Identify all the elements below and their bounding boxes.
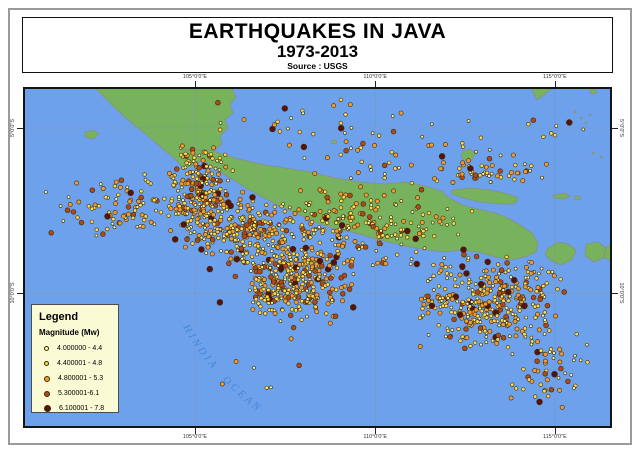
tick-mark bbox=[375, 428, 377, 434]
graticule-label: 10°0'0"S bbox=[10, 282, 16, 304]
magnitude-dot-icon bbox=[44, 375, 50, 382]
graticule-label: 105°0'0"E bbox=[182, 434, 208, 440]
map-subtitle: 1973-2013 bbox=[276, 41, 359, 61]
karimunjawa-island bbox=[330, 139, 338, 145]
islet bbox=[584, 121, 588, 125]
legend-items: 4.000000 - 4.4 4.400001 - 4.8 4.800001 - 5… bbox=[39, 341, 113, 416]
map-canvas: HINDIA OCEAN bbox=[23, 87, 612, 428]
graticule-label: 5°0'0"S bbox=[618, 118, 624, 137]
magnitude-dot-icon bbox=[44, 390, 50, 397]
legend-item: 4.000000 - 4.4 bbox=[39, 341, 113, 356]
tick-mark bbox=[612, 292, 618, 294]
graticule-label: 10°0'0"S bbox=[618, 282, 624, 304]
kangean-island-2 bbox=[573, 195, 582, 201]
legend-item: 4.800001 - 5.3 bbox=[39, 371, 113, 386]
legend-item-label: 4.000000 - 4.4 bbox=[57, 345, 103, 352]
legend-item: 4.400001 - 4.8 bbox=[39, 356, 113, 371]
legend-item: 5.300001-6.1 bbox=[39, 386, 113, 401]
legend-item-label: 4.800001 - 5.3 bbox=[58, 375, 104, 382]
legend-title: Legend bbox=[39, 311, 79, 323]
lombok-land bbox=[584, 241, 607, 263]
graticule-label: 105°0'0"E bbox=[182, 74, 208, 80]
islet bbox=[591, 151, 595, 155]
graticule-label: 115°0'0"E bbox=[542, 74, 567, 80]
islet bbox=[573, 110, 577, 114]
tick-mark bbox=[194, 81, 196, 87]
legend: Legend Magnitude (Mw) 4.000000 - 4.4 4.40… bbox=[31, 304, 119, 413]
map-svg: HINDIA OCEAN bbox=[23, 87, 612, 428]
islet bbox=[579, 116, 583, 120]
graticule-label: 110°0'0"E bbox=[363, 434, 388, 440]
kangean-island bbox=[552, 192, 571, 200]
magnitude-dot-icon bbox=[44, 405, 51, 412]
legend-item-label: 4.400001 - 4.8 bbox=[57, 360, 103, 367]
tick-mark bbox=[17, 127, 23, 129]
map-source: Source : USGS bbox=[287, 60, 348, 71]
madura-land bbox=[451, 187, 519, 205]
title-box: EARTHQUAKES IN JAVA 1973-2013 Source : U… bbox=[22, 17, 613, 73]
magnitude-dot-icon bbox=[44, 346, 49, 351]
tick-mark bbox=[375, 81, 377, 87]
tick-mark bbox=[612, 127, 618, 129]
panaitan-island bbox=[84, 129, 100, 140]
tick-mark bbox=[554, 428, 556, 434]
islet bbox=[588, 113, 592, 117]
earthquake-dots bbox=[43, 97, 590, 410]
islet bbox=[599, 155, 603, 159]
outer-frame bbox=[8, 8, 632, 445]
tick-mark bbox=[554, 81, 556, 87]
map-border bbox=[23, 87, 612, 428]
bawean-island bbox=[460, 148, 476, 162]
legend-subtitle: Magnitude (Mw) bbox=[39, 328, 100, 337]
tick-mark bbox=[194, 428, 196, 434]
legend-item-label: 6.100001 - 7.8 bbox=[59, 405, 105, 412]
magnitude-dot-icon bbox=[44, 361, 49, 366]
bali-land bbox=[544, 241, 577, 266]
tick-mark bbox=[17, 292, 23, 294]
graticule-label: 110°0'0"E bbox=[363, 74, 388, 80]
graticule-label: 115°0'0"E bbox=[542, 434, 567, 440]
tiny-ne-island bbox=[588, 88, 598, 95]
map-title: EARTHQUAKES IN JAVA bbox=[188, 19, 447, 43]
legend-item: 6.100001 - 7.8 bbox=[39, 401, 113, 416]
graticule-label: 5°0'0"S bbox=[10, 118, 16, 137]
legend-item-label: 5.300001-6.1 bbox=[58, 390, 100, 397]
